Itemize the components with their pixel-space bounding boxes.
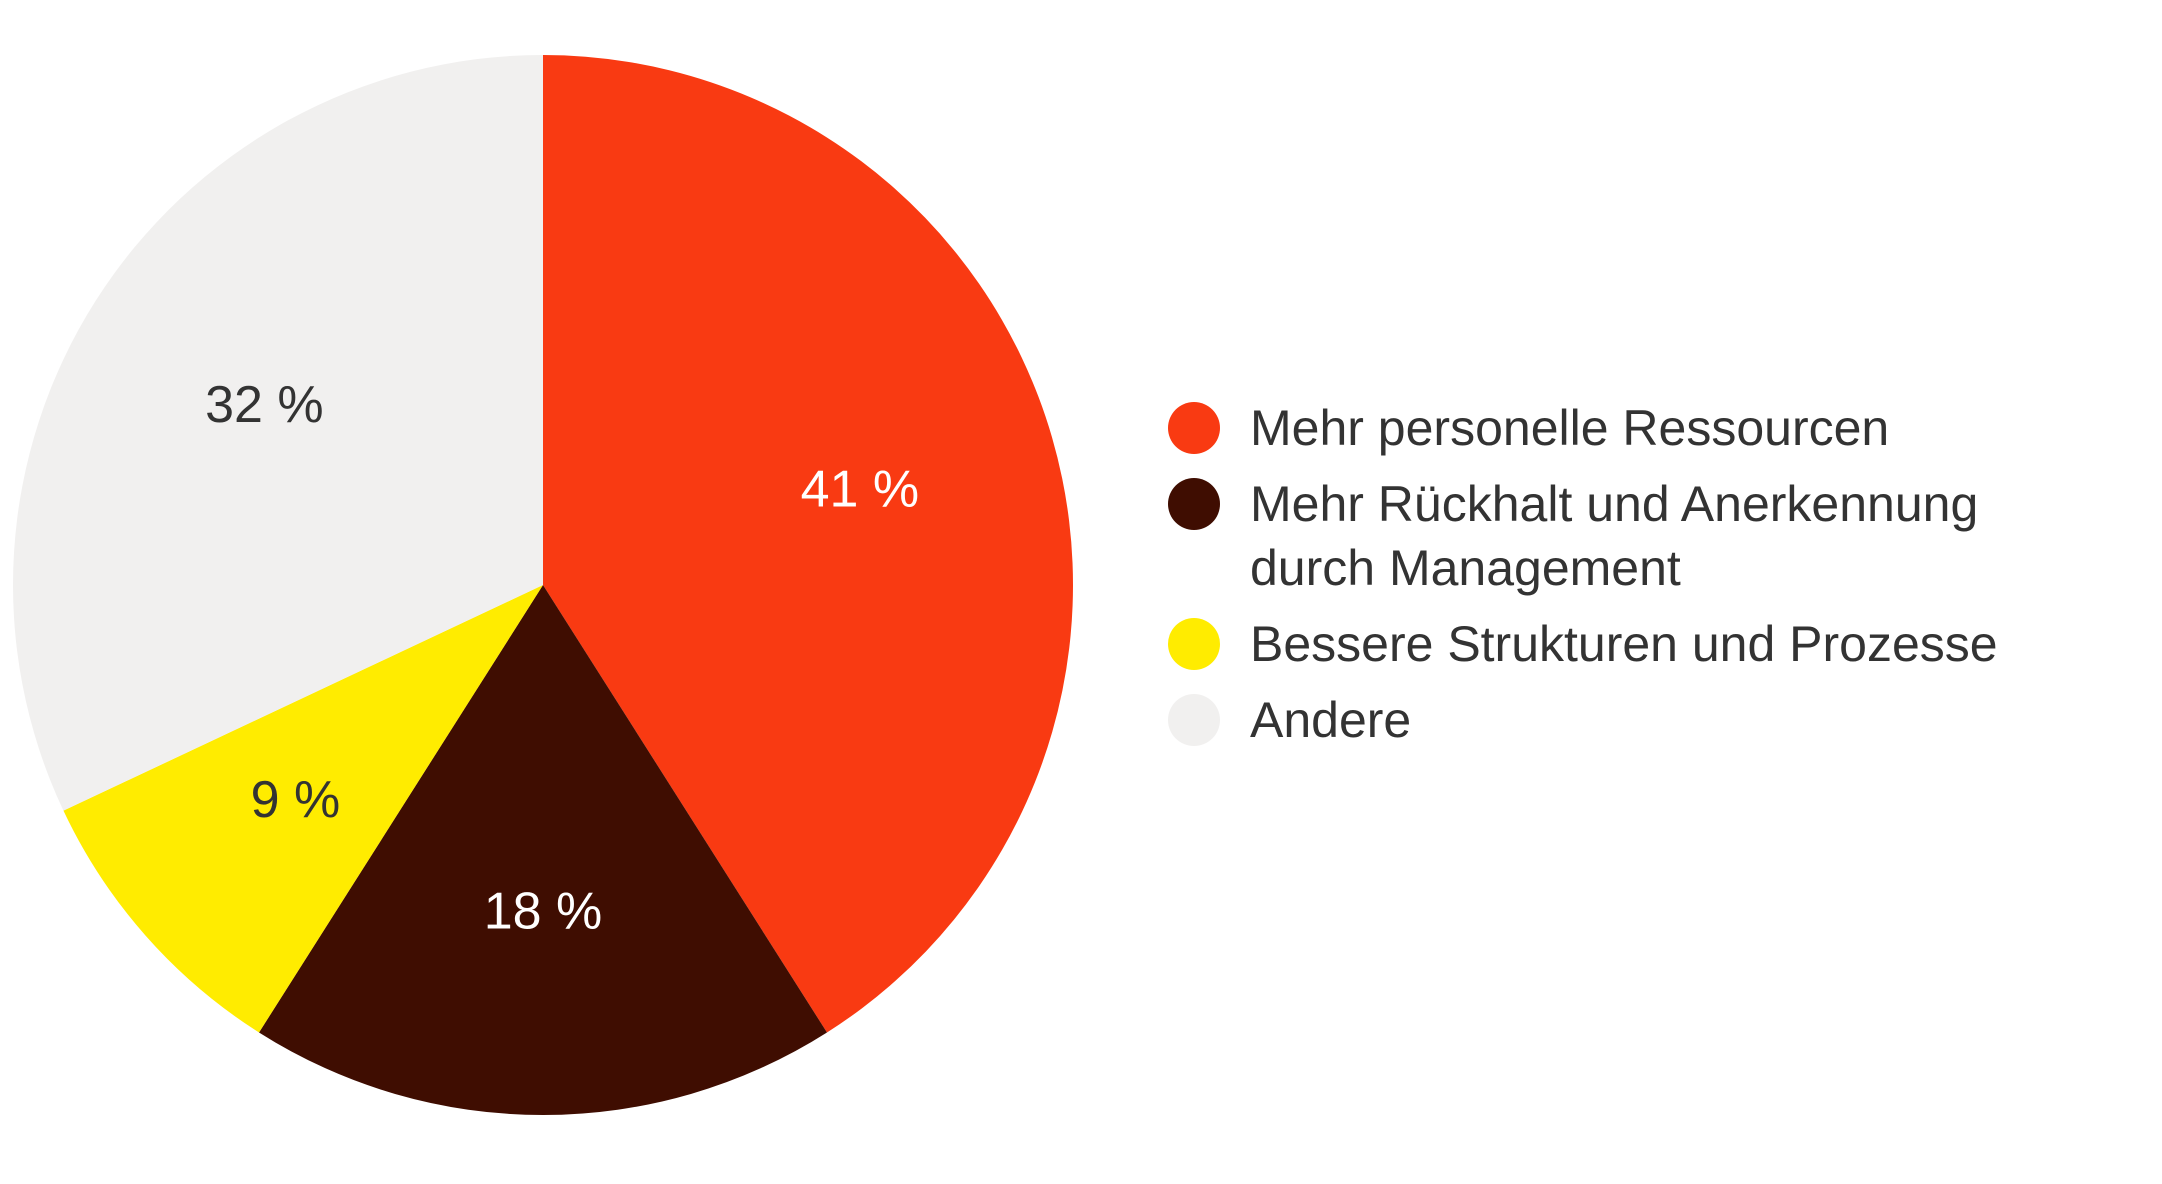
pie-value-label-structures: 9 % — [251, 771, 341, 829]
legend-label-management-support: Mehr Rückhalt und Anerkennung durch Mana… — [1250, 476, 1979, 596]
legend-item-other: Andere — [1168, 688, 2128, 752]
legend-swatch-personnel — [1168, 402, 1220, 454]
pie-value-label-management-support: 18 % — [484, 883, 603, 941]
legend-item-personnel: Mehr personelle Ressourcen — [1168, 396, 2128, 460]
legend-item-management-support: Mehr Rückhalt und Anerkennung durch Mana… — [1168, 472, 2128, 600]
legend-label-other: Andere — [1250, 692, 1412, 748]
pie-chart: 41 % 18 % 9 % 32 % — [12, 55, 1074, 1115]
pie-slice-other — [12, 55, 543, 811]
pie-value-label-personnel: 41 % — [801, 461, 920, 519]
pie-slices — [12, 55, 1074, 1115]
legend-label-personnel: Mehr personelle Ressourcen — [1250, 400, 1890, 456]
legend-swatch-structures — [1168, 618, 1220, 670]
legend-label-structures: Bessere Strukturen und Prozesse — [1250, 616, 1998, 672]
pie-slice-structures — [63, 585, 544, 1033]
chart-legend: Mehr personelle Ressourcen Mehr Rückhalt… — [1168, 396, 2128, 764]
pie-slice-management-support — [259, 585, 827, 1115]
legend-item-structures: Bessere Strukturen und Prozesse — [1168, 612, 2128, 676]
pie-value-labels: 41 % 18 % 9 % 32 % — [205, 376, 919, 941]
legend-swatch-other — [1168, 694, 1220, 746]
pie-value-label-other: 32 % — [205, 376, 324, 434]
legend-swatch-management-support — [1168, 478, 1220, 530]
pie-slice-personnel — [543, 55, 1074, 1033]
